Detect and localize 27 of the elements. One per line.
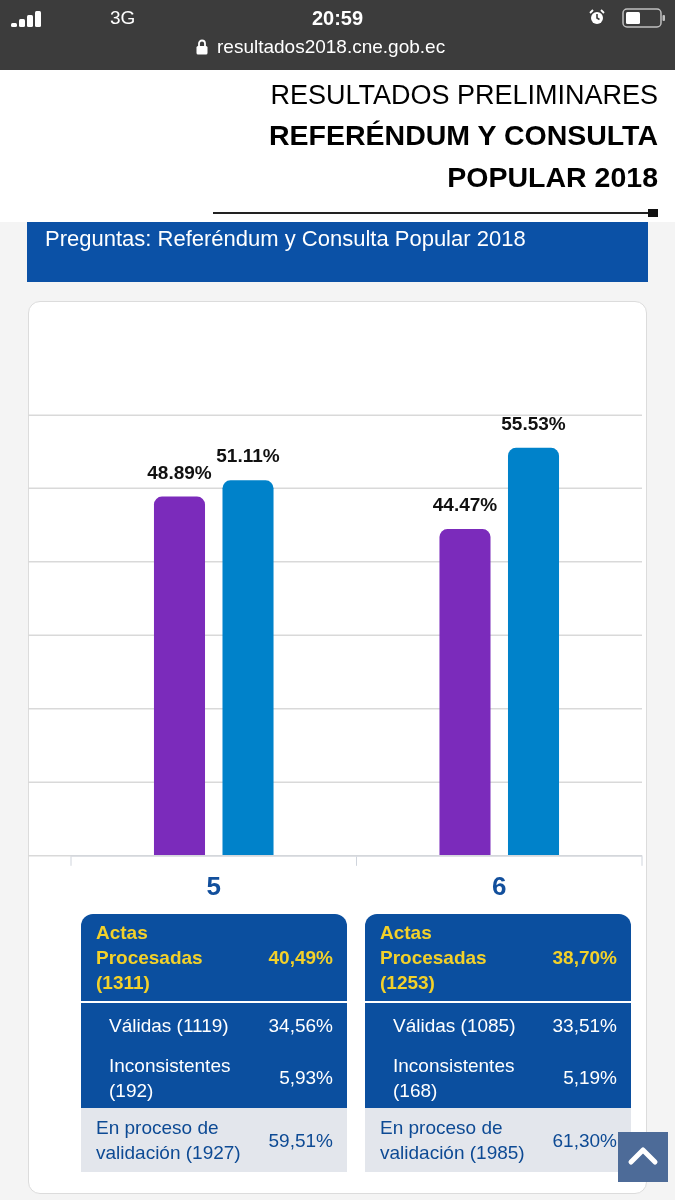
text: Actas Procesadas (1311) [96, 921, 204, 995]
data-label: 51.11% [216, 445, 280, 467]
chart-title: RESULTADOS PRELIMINARES REFERÉNDUM Y CONSULTA POPULAR 2018 [268, 79, 658, 195]
text: 34,56% [268, 1013, 333, 1038]
text: 5,93% [279, 1066, 333, 1090]
data-label: 55.53% [501, 412, 566, 434]
text: Inconsistentes (168) [393, 1053, 516, 1103]
text: Actas Procesadas (1253) [380, 921, 488, 995]
text: 38,70% [552, 946, 617, 970]
data-label: 48.89% [147, 461, 212, 483]
text: Válidas (1085) [393, 1013, 517, 1038]
text: 40,49% [268, 946, 333, 970]
text: 61,30% [552, 1128, 617, 1153]
text: 5,19% [563, 1066, 617, 1090]
text: En proceso de validación (1927) [96, 1116, 242, 1165]
chart-subtitle: Preguntas: Referéndum y Consulta Popular 2018 [45, 225, 526, 253]
text: 20:59 [311, 7, 364, 29]
text: Inconsistentes (192) [109, 1053, 232, 1103]
text: 33,51% [552, 1013, 617, 1038]
text: Válidas (1119) [109, 1013, 230, 1038]
x-tick-label: 5 [206, 870, 221, 901]
text: En proceso de validación (1985) [380, 1116, 526, 1165]
text: 59,51% [268, 1128, 333, 1153]
x-tick-label: 6 [492, 870, 507, 901]
text: 3G [110, 6, 136, 30]
text: resultados2018.cne.gob.ec [217, 35, 446, 59]
data-label: 44.47% [432, 494, 498, 516]
